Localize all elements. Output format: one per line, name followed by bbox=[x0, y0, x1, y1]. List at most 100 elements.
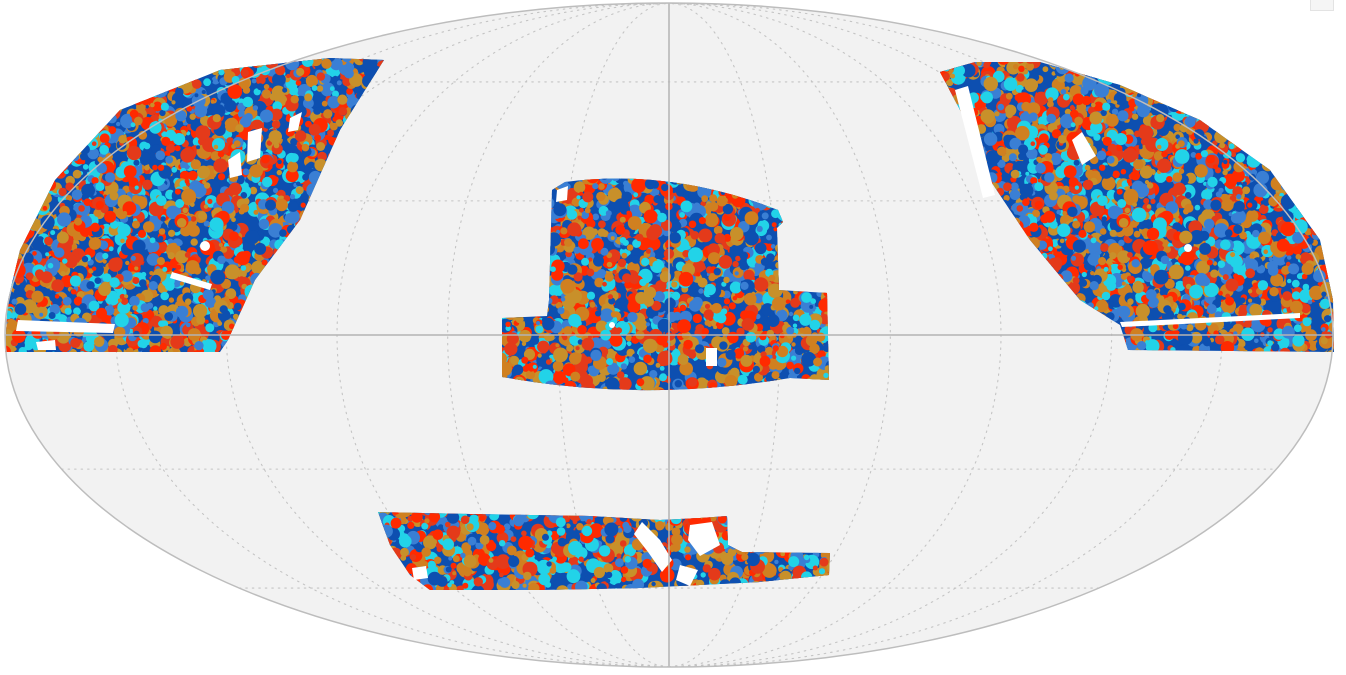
field-blob bbox=[5, 268, 10, 282]
field-blob bbox=[67, 143, 83, 158]
field-blob bbox=[69, 115, 84, 131]
field-blob bbox=[65, 129, 76, 139]
field-blob bbox=[5, 58, 20, 66]
field-blob bbox=[130, 58, 144, 67]
field-blob bbox=[119, 58, 129, 67]
field-blob bbox=[761, 212, 769, 220]
field-blob bbox=[14, 205, 27, 219]
field-blob bbox=[267, 164, 273, 170]
field-blob bbox=[139, 86, 149, 95]
field-blob bbox=[5, 211, 11, 221]
field-blob bbox=[109, 58, 122, 68]
field-blob bbox=[772, 355, 777, 359]
field-blob bbox=[641, 257, 650, 266]
field-blob bbox=[229, 58, 235, 59]
field-blob bbox=[120, 297, 129, 305]
field-blob bbox=[53, 118, 60, 125]
field-blob bbox=[123, 63, 133, 73]
field-blob bbox=[707, 322, 712, 327]
field-blob bbox=[623, 180, 629, 186]
field-blob bbox=[10, 179, 21, 191]
field-blob bbox=[67, 104, 79, 117]
field-blob bbox=[8, 184, 16, 191]
field-blob bbox=[5, 202, 11, 210]
field-blob bbox=[22, 152, 33, 164]
field-blob bbox=[7, 207, 16, 215]
field-blob bbox=[5, 279, 6, 291]
field-blob bbox=[153, 306, 158, 311]
field-blob bbox=[622, 239, 629, 246]
field-blob bbox=[36, 92, 45, 102]
field-blob bbox=[64, 95, 71, 101]
field-blob bbox=[728, 302, 736, 310]
field-blob bbox=[5, 137, 10, 150]
field-blob bbox=[224, 117, 239, 133]
field-blob bbox=[74, 217, 83, 226]
field-blob bbox=[589, 301, 596, 308]
field-blob bbox=[69, 64, 77, 71]
field-blob bbox=[85, 99, 97, 111]
field-blob bbox=[18, 58, 31, 65]
field-blob bbox=[60, 171, 65, 177]
field-blob bbox=[743, 269, 755, 281]
field-blob bbox=[698, 217, 707, 225]
field-blob bbox=[185, 260, 200, 275]
field-blob bbox=[113, 78, 122, 87]
field-blob bbox=[49, 82, 57, 90]
field-blob bbox=[190, 159, 201, 170]
field-blob bbox=[44, 178, 57, 191]
field-blob bbox=[15, 202, 25, 213]
field-blob bbox=[44, 91, 57, 104]
field-blob bbox=[5, 270, 6, 280]
field-blob bbox=[5, 91, 11, 100]
field-blob bbox=[80, 64, 90, 74]
field-blob bbox=[723, 298, 731, 305]
field-blob bbox=[15, 209, 30, 224]
field-blob bbox=[53, 119, 60, 127]
field-blob bbox=[26, 68, 42, 83]
field-blob bbox=[729, 281, 742, 294]
field-blob bbox=[253, 58, 266, 64]
field-blob bbox=[81, 111, 95, 125]
field-blob bbox=[69, 58, 79, 67]
field-blob bbox=[149, 82, 158, 92]
field-blob bbox=[166, 64, 181, 79]
field-blob bbox=[65, 134, 75, 144]
field-blob bbox=[108, 246, 114, 252]
field-blob bbox=[217, 255, 226, 265]
field-blob bbox=[22, 58, 38, 63]
field-blob bbox=[5, 310, 13, 320]
field-blob bbox=[5, 71, 15, 82]
field-blob bbox=[10, 142, 17, 149]
field-blob bbox=[240, 203, 250, 213]
field-blob bbox=[68, 74, 75, 81]
field-blob bbox=[34, 147, 44, 157]
field-blob bbox=[50, 230, 56, 236]
field-blob bbox=[686, 245, 691, 250]
field-blob bbox=[615, 300, 620, 305]
field-blob bbox=[149, 58, 165, 64]
field-blob bbox=[27, 202, 35, 210]
field-blob bbox=[78, 102, 88, 112]
field-blob bbox=[19, 89, 30, 100]
field-blob bbox=[22, 252, 34, 264]
field-blob bbox=[346, 87, 353, 95]
field-blob bbox=[123, 93, 130, 101]
field-blob bbox=[194, 341, 204, 351]
field-blob bbox=[243, 58, 256, 66]
field-blob bbox=[698, 288, 704, 294]
field-blob bbox=[753, 277, 769, 292]
field-blob bbox=[120, 99, 126, 105]
field-blob bbox=[5, 156, 15, 171]
field-blob bbox=[149, 58, 159, 61]
field-blob bbox=[235, 251, 250, 266]
field-blob bbox=[788, 311, 794, 317]
field-blob bbox=[129, 295, 140, 307]
field-blob bbox=[67, 61, 80, 74]
field-blob bbox=[34, 91, 43, 100]
field-blob bbox=[66, 134, 81, 150]
field-blob bbox=[165, 58, 181, 72]
field-blob bbox=[252, 105, 259, 111]
field-blob bbox=[773, 227, 778, 232]
field-blob bbox=[37, 111, 49, 123]
